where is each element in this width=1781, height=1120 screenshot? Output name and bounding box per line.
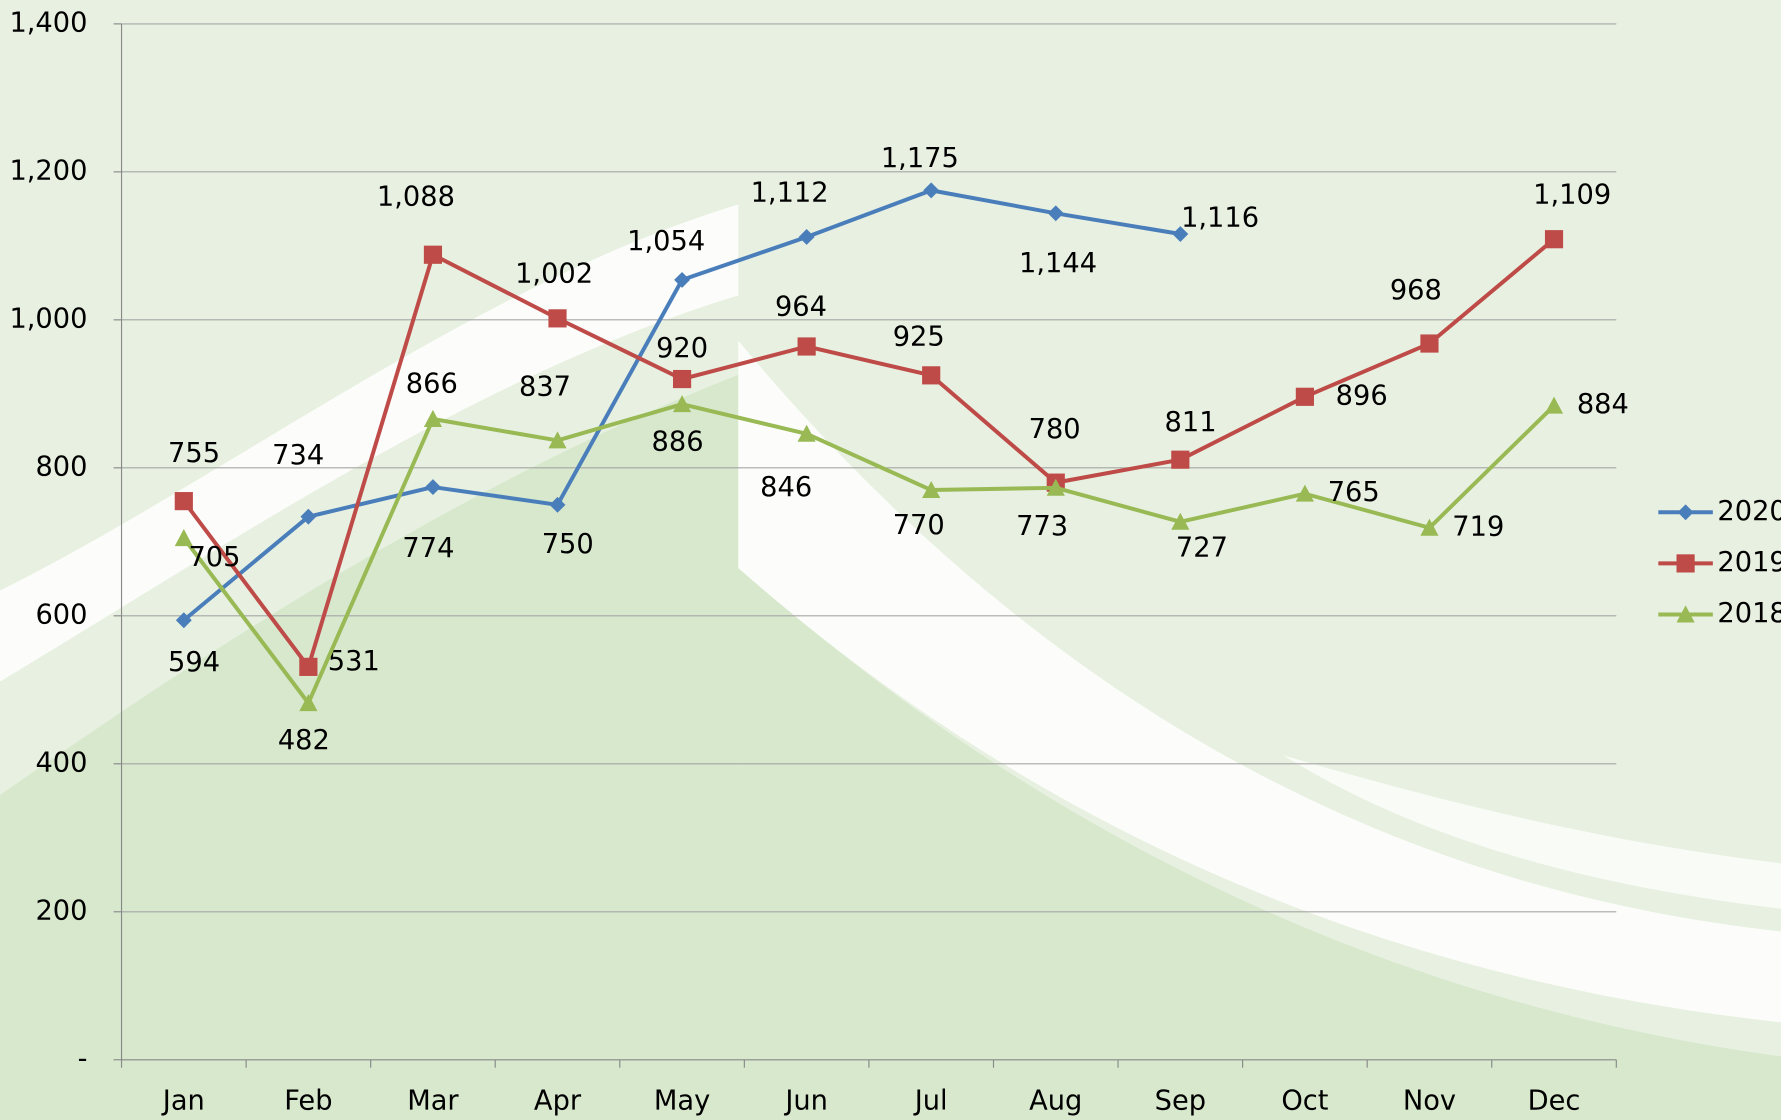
data-label: 964 <box>775 291 827 322</box>
marker <box>1296 388 1314 406</box>
y-tick-label: 1,400 <box>9 7 87 38</box>
data-label: 750 <box>542 529 594 560</box>
x-tick-label: Mar <box>407 1085 459 1116</box>
data-label: 727 <box>1176 533 1228 564</box>
data-label: 1,088 <box>377 181 455 212</box>
marker <box>798 337 816 355</box>
marker <box>548 309 566 327</box>
data-label: 925 <box>893 321 945 352</box>
y-tick-label: 400 <box>35 747 87 778</box>
x-tick-label: Jan <box>161 1085 205 1116</box>
data-label: 734 <box>272 440 324 471</box>
y-tick-label: 1,200 <box>9 155 87 186</box>
data-label: 837 <box>519 372 571 403</box>
data-label: 774 <box>402 533 454 564</box>
data-label: 765 <box>1328 477 1380 508</box>
marker <box>175 492 193 510</box>
data-label: 773 <box>1016 511 1068 542</box>
x-tick-label: Sep <box>1155 1085 1206 1116</box>
x-tick-label: May <box>654 1085 710 1116</box>
data-label: 1,175 <box>881 143 959 174</box>
y-tick-label: 800 <box>35 451 87 482</box>
legend-label: 2020 <box>1717 496 1781 527</box>
page: - 200 400 600 800 1,000 1,200 1,400 Jan Feb Mar Apr… <box>0 0 1781 1120</box>
x-tick-label: Dec <box>1528 1085 1581 1116</box>
chart: - 200 400 600 800 1,000 1,200 1,400 Jan Feb Mar Apr… <box>0 0 1781 1120</box>
data-label: 1,116 <box>1181 203 1259 234</box>
data-label: 482 <box>278 725 330 756</box>
marker <box>922 366 940 384</box>
data-label: 886 <box>652 426 704 457</box>
data-label: 1,054 <box>627 226 705 257</box>
x-tick-label: Apr <box>534 1085 582 1116</box>
legend-label: 2018 <box>1717 598 1781 629</box>
x-tick-label: Oct <box>1281 1085 1328 1116</box>
legend-label: 2019 <box>1717 547 1781 578</box>
x-tick-label: Jul <box>913 1085 948 1116</box>
data-label: 1,002 <box>515 259 593 290</box>
data-label: 705 <box>188 542 240 573</box>
y-tick-label: 200 <box>35 895 87 926</box>
data-label: 1,144 <box>1019 248 1097 279</box>
data-label: 920 <box>656 333 708 364</box>
y-tick-label: 600 <box>35 599 87 630</box>
x-tick-label: Aug <box>1029 1085 1082 1116</box>
x-tick-label: Jun <box>783 1085 828 1116</box>
data-label: 1,109 <box>1533 180 1611 211</box>
y-tick-label: 1,000 <box>9 303 87 334</box>
y-tick-label: - <box>78 1043 88 1074</box>
data-label: 968 <box>1390 275 1442 306</box>
marker <box>299 658 317 676</box>
data-label: 755 <box>168 438 220 469</box>
marker <box>1545 230 1563 248</box>
data-label: 780 <box>1029 414 1081 445</box>
data-label: 811 <box>1165 407 1217 438</box>
marker <box>1171 451 1189 469</box>
data-label: 884 <box>1577 389 1629 420</box>
marker <box>424 246 442 264</box>
data-label: 719 <box>1452 511 1504 542</box>
marker <box>673 370 691 388</box>
data-label: 1,112 <box>751 177 829 208</box>
data-label: 866 <box>406 368 458 399</box>
x-tick-label: Feb <box>284 1085 332 1116</box>
data-label: 531 <box>328 646 380 677</box>
data-label: 594 <box>168 647 220 678</box>
marker <box>1677 554 1695 572</box>
x-tick-label: Nov <box>1403 1085 1456 1116</box>
data-label: 896 <box>1336 380 1388 411</box>
marker <box>1420 334 1438 352</box>
data-label: 770 <box>893 510 945 541</box>
data-label: 846 <box>760 472 812 503</box>
